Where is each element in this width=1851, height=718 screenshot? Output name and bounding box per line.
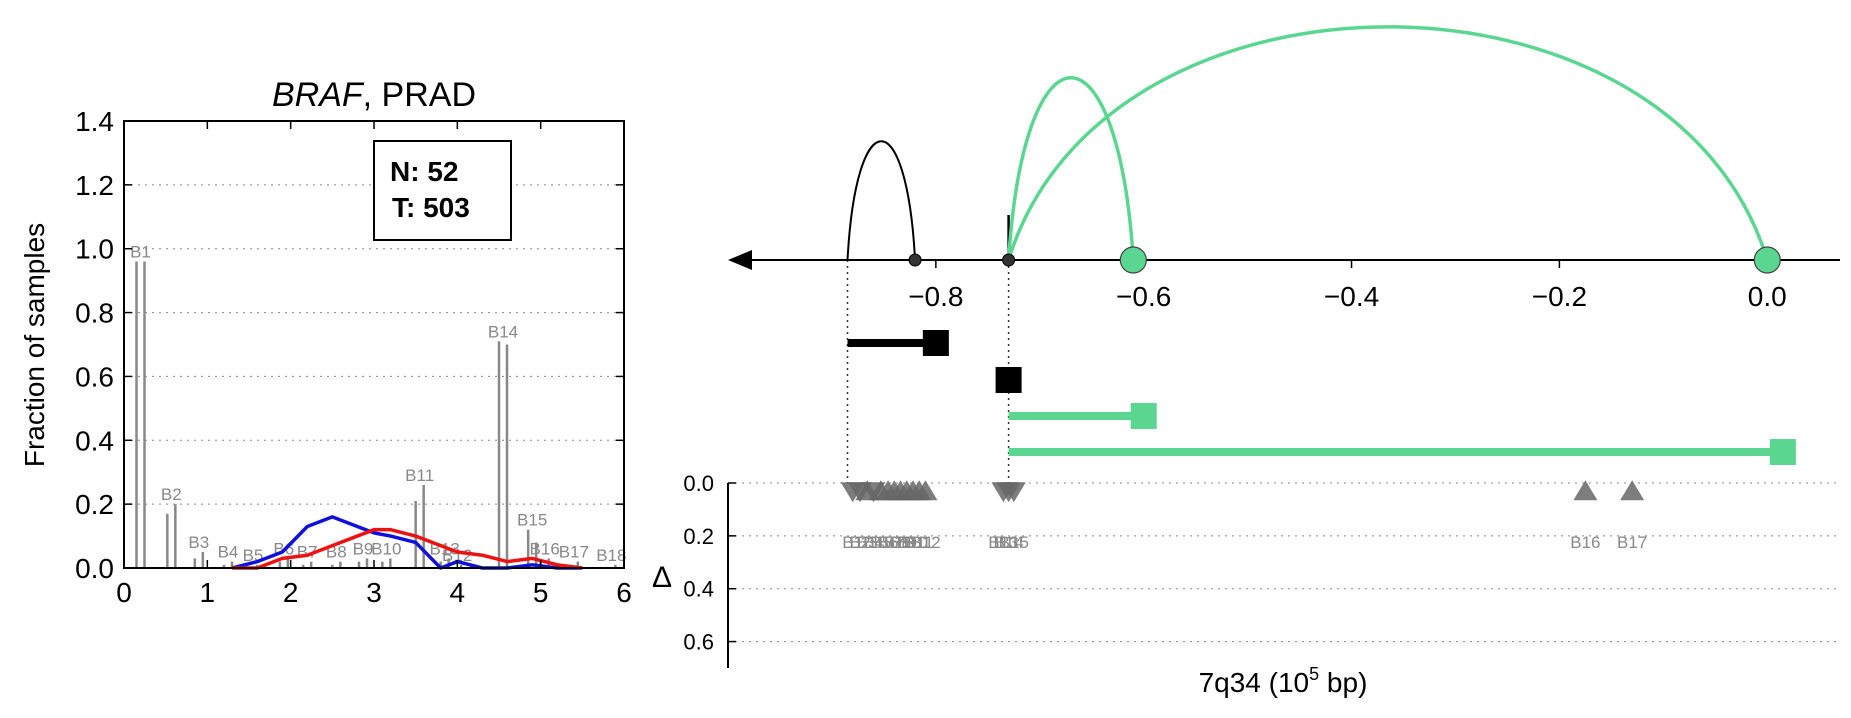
normal-count: N: 52 xyxy=(390,156,458,187)
bin-marker-label: B5 xyxy=(870,533,891,552)
x-tick-label: 4 xyxy=(450,577,466,608)
bin-marker xyxy=(1573,480,1598,501)
title-gene: BRAF xyxy=(272,76,365,114)
green-arc xyxy=(1006,25,1769,261)
x-tick-label: 6 xyxy=(616,577,632,608)
bin-marker-label: B3 xyxy=(857,533,878,552)
delta-tick-label: 0.6 xyxy=(683,630,714,655)
deletion-segments xyxy=(847,330,1796,465)
bin-label: B17 xyxy=(559,543,589,562)
green-segment-end xyxy=(1769,439,1796,465)
red-series-line xyxy=(232,527,583,570)
sample-count-frame xyxy=(373,140,512,241)
arc-end-dot xyxy=(908,253,922,267)
bin-marker-label: B12 xyxy=(910,533,940,552)
bin-marker-label: B7 xyxy=(884,533,905,552)
genomic-tick-label: −0.2 xyxy=(1532,281,1587,312)
bin-marker-label: B15 xyxy=(999,533,1029,552)
bin-label: B1 xyxy=(130,242,151,261)
black-arc xyxy=(846,140,917,261)
breakpoint-arcs xyxy=(846,25,1781,274)
bin-marker-label: B1 xyxy=(842,533,863,552)
bin-marker-label: B9 xyxy=(896,533,917,552)
title-rest: , PRAD xyxy=(363,76,476,114)
genomic-tick-label: −0.4 xyxy=(1324,281,1379,312)
delta-tick-label: 0.0 xyxy=(683,471,714,496)
left-y-axis-label: Fraction of samples xyxy=(19,223,50,467)
bin-marker-label: B17 xyxy=(1617,533,1647,552)
delta-tick-label: 0.2 xyxy=(683,524,714,549)
bin-marker xyxy=(1001,482,1026,503)
x-label-end: bp) xyxy=(1319,667,1367,698)
x-tick-label: 5 xyxy=(533,577,549,608)
genomic-tick-label: −0.6 xyxy=(1116,281,1171,312)
left-axis-ticks: 0.0 0.2 0.4 0.6 0.8 1.0 1.2 1.4 0 1 2 3 4 5 6 xyxy=(75,106,632,608)
bin-label: B4 xyxy=(218,543,239,562)
bin-marker xyxy=(1620,480,1645,501)
bin-label: B11 xyxy=(405,466,434,485)
sample-count-box: N: 52 T: 503 xyxy=(373,140,512,241)
arc-start-dot xyxy=(1002,253,1016,267)
right-x-axis-label: 7q34 (105 bp) xyxy=(1199,664,1368,698)
black-segment-end xyxy=(995,367,1022,393)
bin-marker-label: B14 xyxy=(993,533,1023,552)
y-tick-label: 1.4 xyxy=(75,106,114,137)
genomic-axis: −0.8 −0.6 −0.4 −0.2 0.0 xyxy=(728,250,1840,312)
y-tick-label: 0.0 xyxy=(75,553,114,584)
green-arc xyxy=(1006,76,1136,261)
y-tick-label: 0.4 xyxy=(75,425,114,456)
bin-label: B2 xyxy=(161,485,182,504)
genomic-tick-label: −0.8 xyxy=(908,281,963,312)
arc-end-circle xyxy=(1119,246,1147,274)
delta-axis-label: Δ xyxy=(652,561,672,594)
bin-marker xyxy=(913,480,938,501)
y-tick-label: 1.0 xyxy=(75,234,114,265)
green-segment-end xyxy=(1130,403,1157,429)
x-label-sup: 5 xyxy=(1309,664,1319,684)
y-tick-label: 0.2 xyxy=(75,489,114,520)
bin-marker-label: B10 xyxy=(898,533,928,552)
bin-marker-label: B4 xyxy=(863,533,884,552)
bin-label: B9 xyxy=(353,539,374,558)
y-tick-label: 1.2 xyxy=(75,170,114,201)
blue-series-line xyxy=(231,515,583,570)
x-tick-label: 2 xyxy=(283,577,299,608)
black-segment-end xyxy=(922,330,949,356)
bin-marker-label: B11 xyxy=(905,533,934,552)
genomic-tick-label: 0.0 xyxy=(1748,281,1787,312)
y-tick-label: 0.8 xyxy=(75,298,114,329)
y-tick-label: 0.6 xyxy=(75,361,114,392)
right-panel: 0.00.20.40.6 Δ −0.8 −0.6 −0.4 −0.2 0.0 B1B2B… xyxy=(652,25,1840,698)
delta-axis-ticks: 0.0 0.2 0.4 0.6 xyxy=(683,471,736,655)
x-label-main: 7q34 (10 xyxy=(1199,667,1310,698)
bin-label: B14 xyxy=(488,322,518,341)
bin-label: B16 xyxy=(530,539,560,558)
density-lines xyxy=(231,515,583,570)
arc-end-circle xyxy=(1753,246,1781,274)
x-tick-label: 3 xyxy=(366,577,382,608)
x-tick-label: 1 xyxy=(200,577,216,608)
bin-label: B3 xyxy=(188,533,209,552)
x-tick-label: 0 xyxy=(116,577,132,608)
bin-marker-label: B2 xyxy=(850,533,871,552)
axis-arrow xyxy=(728,250,752,270)
tumor-count: T: 503 xyxy=(392,192,470,223)
bin-label: B10 xyxy=(371,539,401,558)
bin-marker-label: B6 xyxy=(878,533,899,552)
left-chart-title: BRAF, PRAD xyxy=(272,76,476,114)
delta-tick-label: 0.4 xyxy=(683,577,714,602)
bin-label: B15 xyxy=(517,511,547,530)
bin-marker-label: B8 xyxy=(890,533,911,552)
delta-gridlines xyxy=(728,482,1840,643)
bin-label: B18 xyxy=(596,546,626,565)
bin-marker-label: B16 xyxy=(1570,533,1600,552)
bin-marker-label: B13 xyxy=(988,533,1018,552)
